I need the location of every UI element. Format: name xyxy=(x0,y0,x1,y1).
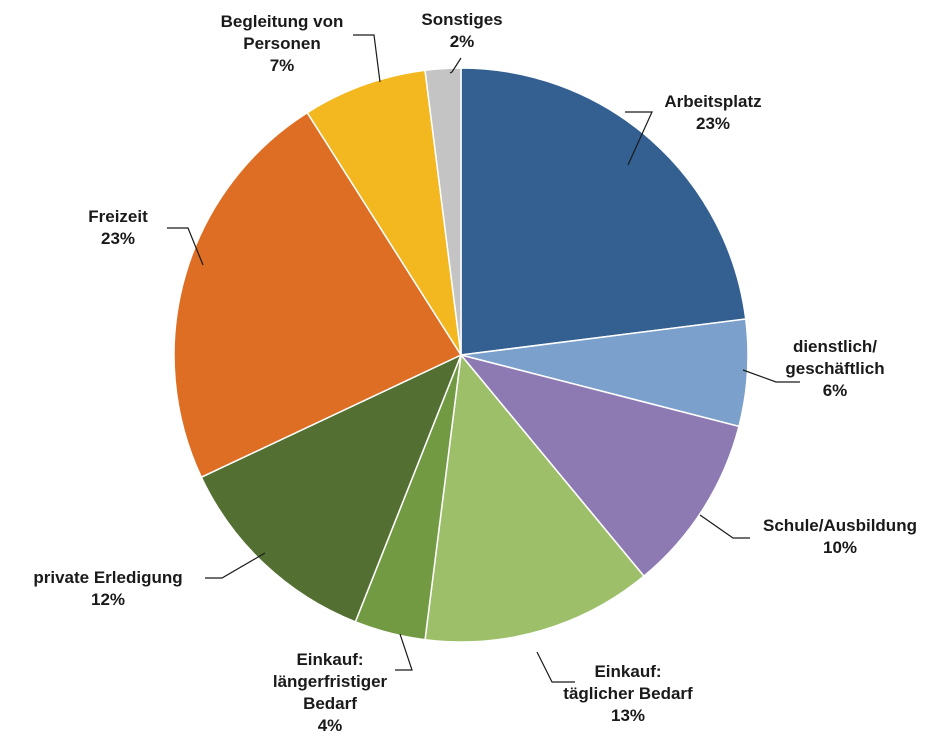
slice-category-label-3: täglicher Bedarf xyxy=(563,684,693,703)
slice-category-label-0: Arbeitsplatz xyxy=(664,92,761,111)
slice-value-label-3: 13% xyxy=(611,706,645,725)
slice-category-label-4: längerfristiger xyxy=(273,672,388,691)
leader-line-8 xyxy=(449,57,462,74)
slice-value-label-2: 10% xyxy=(823,538,857,557)
pie-slice-2 xyxy=(458,353,740,578)
slice-category-label-6: Freizeit xyxy=(88,207,148,226)
slice-category-label-7: Personen xyxy=(243,34,320,53)
pie-slice-0 xyxy=(460,67,747,356)
slice-value-label-1: 6% xyxy=(823,381,848,400)
slice-category-label-3: Einkauf: xyxy=(594,662,661,681)
slice-value-label-5: 12% xyxy=(91,590,125,609)
leader-line-1 xyxy=(742,369,800,383)
leader-lines xyxy=(167,34,800,683)
slice-value-label-4: 4% xyxy=(318,716,343,735)
leader-line-2 xyxy=(699,514,750,539)
leader-line-6 xyxy=(167,227,204,266)
slice-labels: Arbeitsplatz 23% dienstlich/geschäftlich 6%… xyxy=(33,10,917,735)
slice-category-label-8: Sonstiges xyxy=(421,10,502,29)
slice-value-label-6: 23% xyxy=(101,229,135,248)
slice-category-label-4: Einkauf: xyxy=(296,650,363,669)
pie-slice-5 xyxy=(200,353,463,623)
slice-category-label-5: private Erledigung xyxy=(33,568,182,587)
slice-category-label-1: dienstlich/ xyxy=(793,337,877,356)
slice-category-label-7: Begleitung von xyxy=(221,12,344,31)
leader-line-0 xyxy=(625,111,653,166)
slice-value-label-0: 23% xyxy=(696,114,730,133)
pie-slice-3 xyxy=(424,353,645,643)
slice-category-label-2: Schule/Ausbildung xyxy=(763,516,917,535)
slice-value-label-7: 7% xyxy=(270,56,295,75)
slice-value-label-8: 2% xyxy=(450,32,475,51)
leader-line-3 xyxy=(536,651,575,683)
slice-category-label-4: Bedarf xyxy=(303,694,357,713)
pie-slice-7 xyxy=(306,69,462,356)
pie-slices xyxy=(173,67,749,643)
leader-line-7 xyxy=(353,34,381,83)
leader-line-5 xyxy=(205,552,266,579)
leader-line-4 xyxy=(395,633,413,671)
pie-slice-8 xyxy=(424,67,462,356)
pie-slice-6 xyxy=(173,111,463,479)
slice-category-label-1: geschäftlich xyxy=(785,359,884,378)
